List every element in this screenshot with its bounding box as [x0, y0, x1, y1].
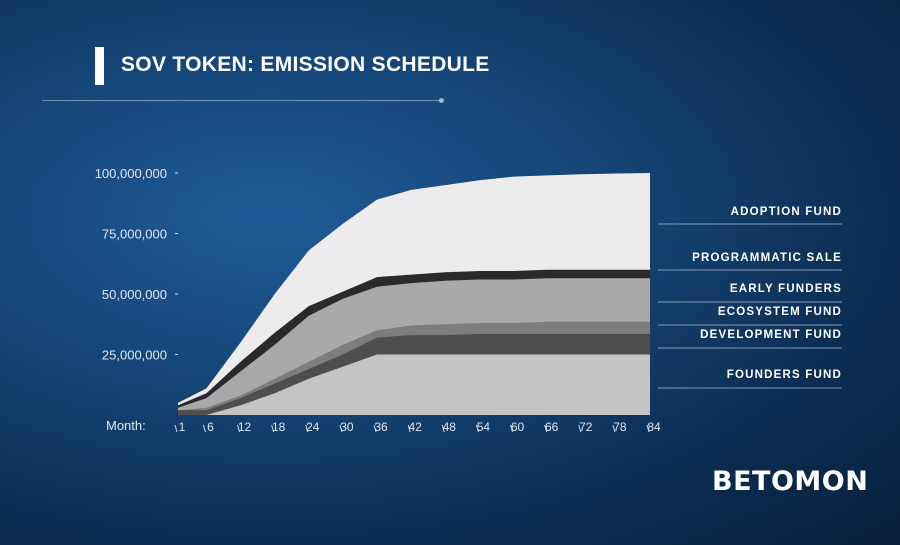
x-tick-label: 30 — [340, 420, 354, 434]
legend-ecosystem-fund: ECOSYSTEM FUND — [717, 306, 842, 318]
x-tick-mark — [646, 424, 650, 433]
title-divider — [42, 100, 442, 101]
title-divider-dot — [439, 98, 444, 103]
y-tick-label: 50,000,000 — [102, 287, 167, 302]
x-tick-mark — [475, 424, 479, 433]
x-tick-label: 66 — [545, 420, 559, 434]
x-tick-mark — [612, 424, 616, 433]
x-tick-label: 48 — [443, 420, 457, 434]
legend-development-fund: DEVELOPMENT FUND — [700, 329, 842, 341]
x-tick-label: 12 — [238, 420, 252, 434]
area-founders-fund — [178, 354, 650, 415]
x-tick-mark — [305, 424, 309, 433]
x-tick-label: 84 — [647, 420, 661, 434]
x-tick-label: 54 — [477, 420, 491, 434]
y-tick-label: 100,000,000 — [95, 166, 167, 181]
x-tick-mark — [578, 424, 582, 433]
betomon-logo: BETOMON — [712, 466, 869, 497]
x-tick-label: 60 — [511, 420, 525, 434]
x-tick-mark — [373, 424, 377, 433]
legend-founders-fund: FOUNDERS FUND — [726, 369, 842, 381]
x-tick-label: 1 — [179, 420, 186, 434]
x-tick-label: 6 — [207, 420, 214, 434]
legend-early-funders: EARLY FUNDERS — [729, 283, 842, 295]
x-tick-mark — [174, 424, 178, 433]
x-tick-mark — [237, 424, 241, 433]
x-tick-mark — [544, 424, 548, 433]
x-tick-mark — [441, 424, 445, 433]
y-tick-label: 25,000,000 — [102, 348, 167, 363]
x-tick-label: 36 — [374, 420, 388, 434]
title-accent-bar — [95, 47, 104, 85]
x-tick-mark — [202, 424, 206, 433]
x-tick-label: 24 — [306, 420, 320, 434]
x-tick-label: 72 — [579, 420, 593, 434]
x-tick-mark — [510, 424, 513, 433]
x-tick-mark — [407, 424, 411, 433]
x-tick-label: 18 — [272, 420, 286, 434]
x-axis-label: Month: — [106, 418, 146, 433]
x-tick-mark — [339, 424, 343, 433]
x-tick-label: 42 — [408, 420, 422, 434]
x-tick-mark — [271, 424, 275, 433]
legend-adoption-fund: ADOPTION FUND — [730, 206, 842, 218]
legend-programmatic-sale: PROGRAMMATIC SALE — [692, 252, 842, 264]
y-tick-label: 75,000,000 — [102, 227, 167, 242]
x-tick-label: 78 — [613, 420, 627, 434]
page-title: SOV TOKEN: EMISSION SCHEDULE — [121, 53, 490, 76]
